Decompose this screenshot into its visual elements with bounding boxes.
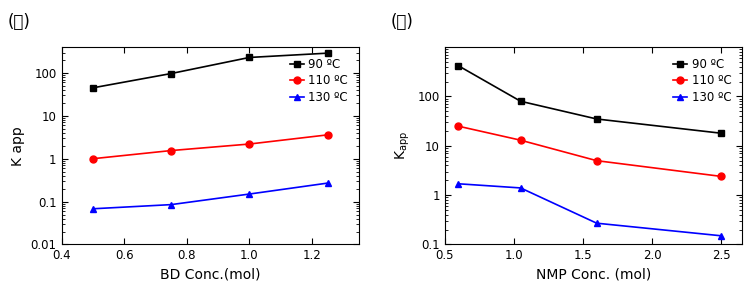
Line: 130 ºC: 130 ºC [455, 180, 724, 239]
130 ºC [245, 192, 254, 196]
90 ºC [717, 132, 726, 135]
Legend: 90 ºC, 110 ºC, 130 ºC: 90 ºC, 110 ºC, 130 ºC [285, 53, 353, 109]
110 ºC [717, 175, 726, 178]
X-axis label: BD Conc.(mol): BD Conc.(mol) [160, 268, 261, 282]
130 ºC [454, 182, 463, 185]
90 ºC [592, 117, 601, 121]
Y-axis label: K$_{\rm app}$: K$_{\rm app}$ [394, 131, 412, 160]
130 ºC [592, 222, 601, 225]
X-axis label: NMP Conc. (mol): NMP Conc. (mol) [535, 268, 651, 282]
Line: 90 ºC: 90 ºC [90, 50, 331, 91]
Line: 90 ºC: 90 ºC [455, 62, 724, 137]
110 ºC [323, 133, 332, 137]
130 ºC [516, 186, 525, 190]
Text: (가): (가) [8, 13, 31, 31]
90 ºC [516, 100, 525, 103]
110 ºC [245, 142, 254, 146]
130 ºC [323, 181, 332, 185]
Line: 130 ºC: 130 ºC [90, 180, 331, 212]
130 ºC [88, 207, 97, 211]
90 ºC [166, 72, 175, 75]
90 ºC [323, 51, 332, 55]
110 ºC [454, 125, 463, 128]
Line: 110 ºC: 110 ºC [455, 123, 724, 180]
Y-axis label: K app: K app [11, 126, 25, 166]
130 ºC [717, 234, 726, 238]
110 ºC [592, 159, 601, 162]
110 ºC [88, 157, 97, 161]
110 ºC [516, 138, 525, 142]
90 ºC [88, 86, 97, 90]
130 ºC [166, 203, 175, 206]
90 ºC [454, 64, 463, 67]
Legend: 90 ºC, 110 ºC, 130 ºC: 90 ºC, 110 ºC, 130 ºC [668, 53, 736, 109]
90 ºC [245, 56, 254, 59]
Line: 110 ºC: 110 ºC [90, 131, 331, 162]
Text: (나): (나) [391, 13, 414, 31]
110 ºC [166, 149, 175, 152]
